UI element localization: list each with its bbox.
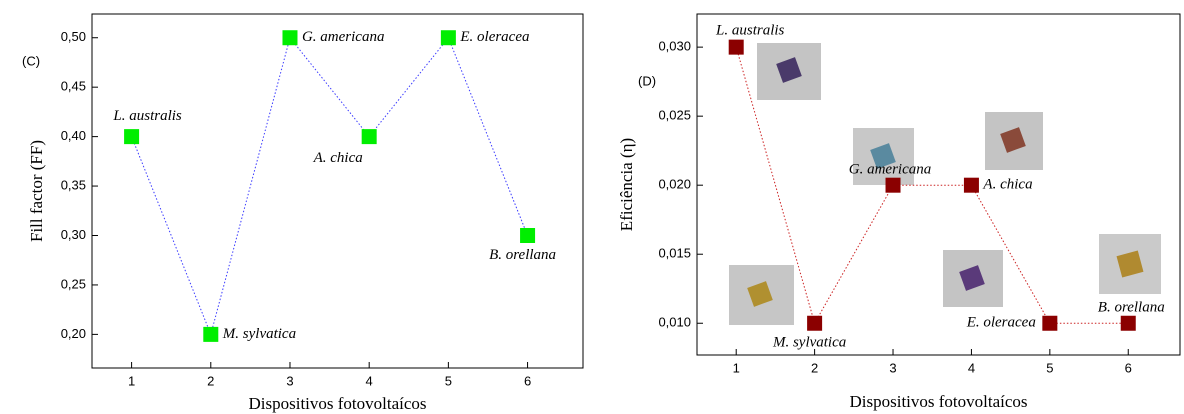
point-label: B. orellana bbox=[1098, 300, 1165, 316]
photo-sample bbox=[1000, 127, 1026, 153]
panel-label: (D) bbox=[638, 73, 656, 88]
series-line bbox=[735, 46, 1129, 325]
x-axis-label: Dispositivos fotovoltaícos bbox=[849, 392, 1027, 411]
point-label: M. sylvatica bbox=[772, 335, 846, 351]
photo-sample bbox=[776, 57, 802, 83]
marker bbox=[728, 39, 744, 55]
point-label: G. americana bbox=[302, 29, 385, 45]
x-tick-label: 5 bbox=[1046, 360, 1053, 375]
marker bbox=[807, 315, 823, 331]
plot-frame bbox=[91, 13, 584, 369]
x-tick-label: 3 bbox=[286, 373, 293, 388]
marker bbox=[361, 129, 377, 145]
marker bbox=[124, 129, 140, 145]
y-tick-label: 0,45 bbox=[61, 79, 86, 94]
marker bbox=[440, 30, 456, 46]
x-tick-label: 2 bbox=[811, 360, 818, 375]
marker bbox=[203, 326, 219, 342]
x-tick-label: 6 bbox=[524, 373, 531, 388]
point-label: L. australis bbox=[112, 108, 182, 124]
x-tick-label: 4 bbox=[366, 373, 373, 388]
x-tick-label: 5 bbox=[445, 373, 452, 388]
x-tick-label: 2 bbox=[207, 373, 214, 388]
y-tick-label: 0,20 bbox=[61, 326, 86, 341]
marker bbox=[963, 177, 979, 193]
x-tick-label: 4 bbox=[968, 360, 975, 375]
x-tick-label: 1 bbox=[733, 360, 740, 375]
marker bbox=[885, 177, 901, 193]
y-tick-label: 0,40 bbox=[61, 128, 86, 143]
y-tick-label: 0,025 bbox=[658, 108, 691, 123]
y-tick-label: 0,030 bbox=[658, 39, 691, 54]
x-tick-label: 6 bbox=[1125, 360, 1132, 375]
y-axis-label: Eficiência (η) bbox=[617, 138, 636, 231]
y-tick-label: 0,30 bbox=[61, 227, 86, 242]
x-tick-label: 3 bbox=[889, 360, 896, 375]
point-label: A. chica bbox=[982, 177, 1032, 193]
y-tick-label: 0,020 bbox=[658, 177, 691, 192]
plot-frame bbox=[696, 13, 1181, 356]
point-label: B. orellana bbox=[489, 247, 556, 263]
point-label: E. oleracea bbox=[966, 315, 1036, 331]
photo-sample bbox=[870, 143, 896, 169]
y-tick-label: 0,25 bbox=[61, 276, 86, 291]
y-axis-label: Fill factor (FF) bbox=[27, 140, 46, 242]
photos bbox=[729, 43, 1161, 325]
panel-label: (C) bbox=[22, 53, 40, 68]
photo-sample bbox=[1116, 250, 1144, 278]
marker bbox=[520, 227, 536, 243]
y-tick-label: 0,010 bbox=[658, 315, 691, 330]
point-label: L. australis bbox=[715, 23, 785, 39]
photo-sample bbox=[959, 265, 985, 291]
series-line bbox=[131, 36, 529, 336]
marker bbox=[282, 30, 298, 46]
y-tick-label: 0,015 bbox=[658, 246, 691, 261]
point-label: M. sylvatica bbox=[222, 326, 296, 342]
marker bbox=[1120, 315, 1136, 331]
marker bbox=[1042, 315, 1058, 331]
x-tick-label: 1 bbox=[128, 373, 135, 388]
point-label: E. oleracea bbox=[459, 29, 529, 45]
x-axis-label: Dispositivos fotovoltaícos bbox=[248, 394, 426, 413]
photo-sample bbox=[747, 281, 773, 307]
point-label: G. americana bbox=[849, 162, 932, 178]
y-tick-label: 0,50 bbox=[61, 29, 86, 44]
y-tick-label: 0,35 bbox=[61, 177, 86, 192]
point-label: A. chica bbox=[313, 150, 363, 166]
